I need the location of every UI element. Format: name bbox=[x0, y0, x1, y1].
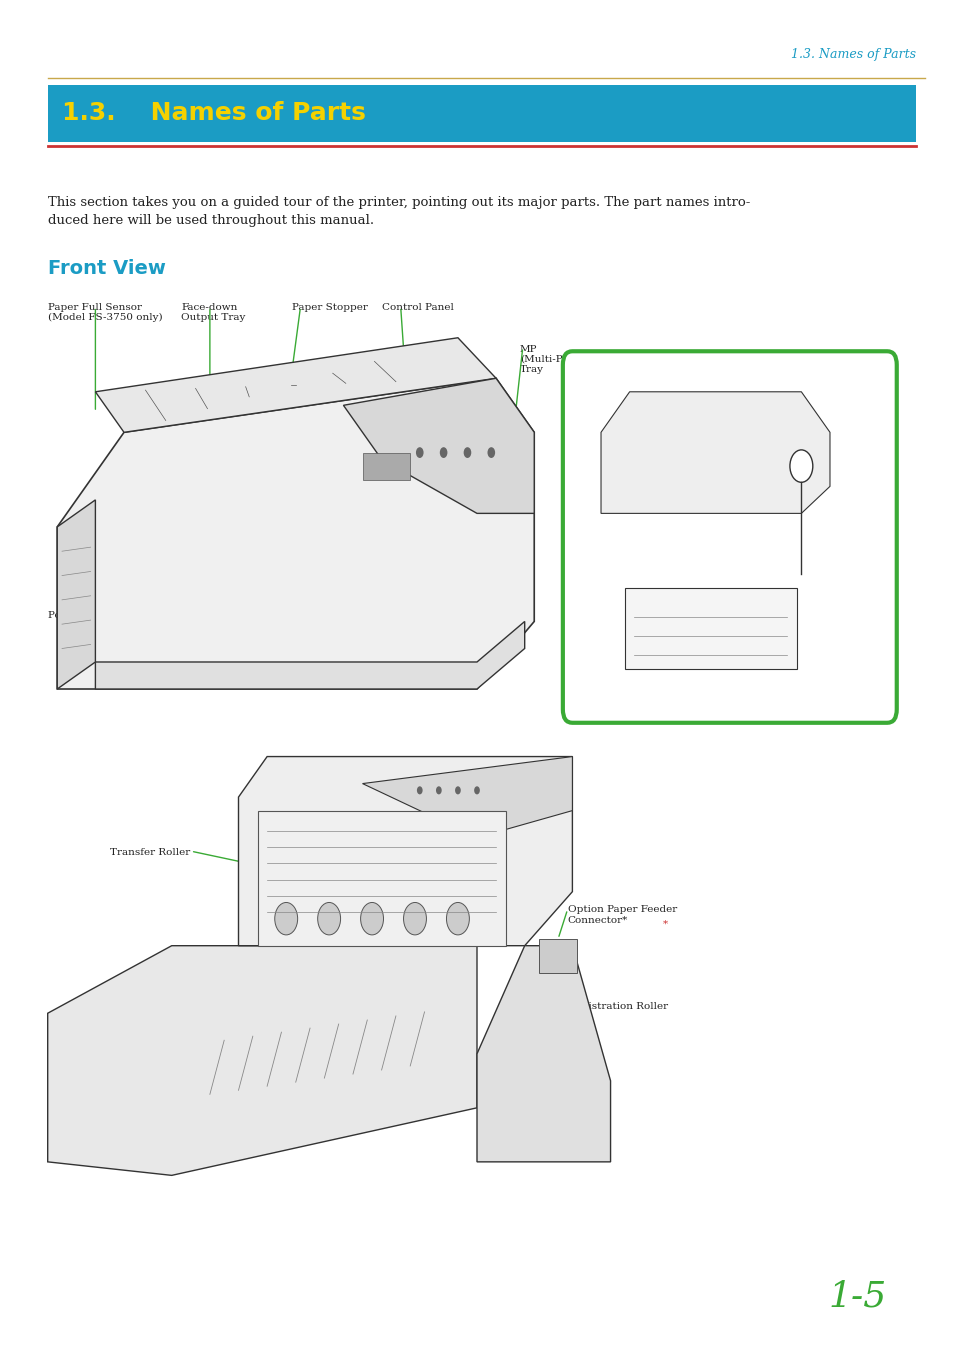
FancyBboxPatch shape bbox=[362, 453, 410, 480]
Polygon shape bbox=[57, 378, 534, 689]
Polygon shape bbox=[476, 946, 610, 1162]
Circle shape bbox=[474, 786, 479, 794]
Circle shape bbox=[487, 447, 495, 458]
Text: Front View: Front View bbox=[48, 259, 166, 278]
Circle shape bbox=[274, 902, 297, 935]
Text: MP
(Multi-Purpose)
Tray: MP (Multi-Purpose) Tray bbox=[519, 345, 602, 374]
FancyBboxPatch shape bbox=[624, 588, 796, 669]
Text: Face-down
Output Tray: Face-down Output Tray bbox=[181, 303, 245, 322]
Text: Transfer Roller: Transfer Roller bbox=[110, 848, 190, 858]
Text: Registration Roller: Registration Roller bbox=[567, 1002, 667, 1012]
Text: 1.3.    Names of Parts: 1.3. Names of Parts bbox=[62, 101, 366, 126]
FancyBboxPatch shape bbox=[562, 351, 896, 723]
Polygon shape bbox=[362, 757, 572, 838]
FancyBboxPatch shape bbox=[538, 939, 577, 973]
Circle shape bbox=[789, 450, 812, 482]
Polygon shape bbox=[600, 392, 829, 513]
Text: *: * bbox=[662, 920, 667, 929]
Circle shape bbox=[416, 447, 423, 458]
Circle shape bbox=[403, 902, 426, 935]
Text: 1-5: 1-5 bbox=[828, 1279, 886, 1313]
Text: Paper Cassette: Paper Cassette bbox=[119, 1144, 198, 1154]
Polygon shape bbox=[257, 811, 505, 946]
Text: MP Tray: MP Tray bbox=[48, 1043, 92, 1052]
Circle shape bbox=[317, 902, 340, 935]
Polygon shape bbox=[343, 378, 534, 513]
Text: Paper Feed Unit
Release Lever: Paper Feed Unit Release Lever bbox=[434, 597, 518, 616]
Polygon shape bbox=[57, 500, 95, 689]
Polygon shape bbox=[95, 621, 524, 689]
Text: This section takes you on a guided tour of the printer, pointing out its major p: This section takes you on a guided tour … bbox=[48, 196, 749, 227]
Circle shape bbox=[416, 786, 422, 794]
Circle shape bbox=[446, 902, 469, 935]
FancyBboxPatch shape bbox=[48, 85, 915, 142]
Text: Power Switch: Power Switch bbox=[48, 611, 119, 620]
Circle shape bbox=[455, 786, 460, 794]
Text: Paper Cassette: Paper Cassette bbox=[345, 662, 424, 671]
Text: Side Cover: Side Cover bbox=[105, 659, 162, 669]
Text: Memory Card Slot: Memory Card Slot bbox=[608, 555, 705, 565]
Text: 1.3. Names of Parts: 1.3. Names of Parts bbox=[790, 47, 915, 61]
Circle shape bbox=[463, 447, 471, 458]
Text: Control Panel: Control Panel bbox=[381, 303, 453, 312]
Text: Size Window: Size Window bbox=[253, 662, 320, 671]
Polygon shape bbox=[238, 757, 572, 946]
Text: Paper Feed Unit: Paper Feed Unit bbox=[481, 1144, 566, 1154]
Circle shape bbox=[439, 447, 447, 458]
Text: Paper Full Sensor
(Model FS-3750 only): Paper Full Sensor (Model FS-3750 only) bbox=[48, 303, 162, 322]
Text: Option Paper Feeder
Connector*: Option Paper Feeder Connector* bbox=[567, 905, 677, 924]
Circle shape bbox=[360, 902, 383, 935]
Circle shape bbox=[436, 786, 441, 794]
Polygon shape bbox=[48, 946, 476, 1175]
Polygon shape bbox=[95, 338, 496, 432]
Text: Paper Stopper: Paper Stopper bbox=[292, 303, 368, 312]
